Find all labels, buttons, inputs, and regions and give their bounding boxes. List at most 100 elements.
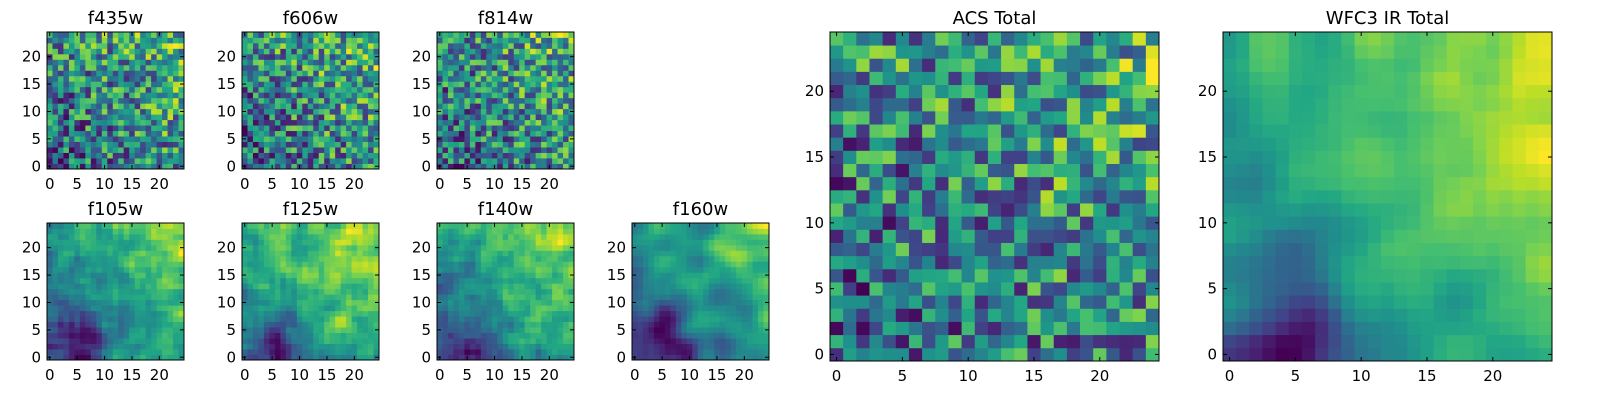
heatmap-cell (681, 244, 688, 251)
x-tick-label: 15 (122, 366, 141, 384)
heatmap-cell (546, 332, 553, 339)
heatmap-cell (519, 283, 526, 290)
heatmap-cell (1040, 255, 1055, 270)
heatmap-cell (1053, 229, 1068, 243)
heatmap-cell (307, 233, 314, 240)
heatmap-cell (1106, 334, 1120, 349)
heatmap-cell (346, 288, 352, 295)
heatmap-cell (68, 272, 75, 279)
heatmap-cell (513, 349, 520, 355)
heatmap-cell (340, 97, 347, 104)
heatmap-cell (85, 266, 92, 273)
y-tick-label: 0 (31, 157, 41, 175)
heatmap-cell (291, 70, 298, 77)
heatmap-cell (1053, 295, 1068, 309)
heatmap-cell (123, 244, 130, 251)
heatmap-cell (557, 136, 564, 142)
heatmap-cell (263, 59, 270, 66)
heatmap-cell (134, 244, 141, 251)
heatmap-cell (535, 343, 542, 350)
x-tick-label: 5 (267, 366, 277, 384)
heatmap-cell (659, 261, 666, 268)
heatmap-cell (442, 86, 449, 93)
heatmap-cell (357, 64, 363, 71)
heatmap-cell (252, 255, 259, 262)
heatmap-cell (52, 32, 59, 38)
heatmap-cell (96, 92, 103, 99)
heatmap-cell (63, 316, 70, 323)
heatmap-cell (546, 70, 553, 77)
heatmap-cell (692, 321, 699, 328)
heatmap-cell (475, 321, 482, 328)
heatmap-cell (118, 250, 125, 257)
heatmap-cell (642, 316, 649, 323)
heatmap-cell (1132, 242, 1147, 257)
heatmap-cell (274, 244, 281, 251)
heatmap-cell (747, 321, 753, 328)
heatmap-cell (552, 294, 558, 301)
heatmap-cell (167, 42, 174, 49)
heatmap-cell (151, 310, 157, 317)
heatmap-cell (129, 250, 136, 257)
heatmap-cell (502, 266, 509, 273)
heatmap-cell (464, 70, 471, 77)
heatmap-cell (752, 327, 759, 333)
heatmap-cell (346, 349, 352, 355)
heatmap-cell (129, 294, 136, 301)
heatmap-cell (491, 338, 498, 344)
heatmap-cell (546, 272, 553, 279)
heatmap-cell (373, 283, 380, 290)
heatmap-cell (162, 343, 168, 350)
heatmap-cell (307, 332, 314, 339)
heatmap-cell (475, 119, 482, 126)
heatmap-cell (368, 261, 374, 268)
heatmap-cell (557, 223, 564, 229)
heatmap-cell (129, 108, 136, 115)
heatmap-cell (357, 59, 363, 66)
heatmap-cell (123, 283, 130, 290)
heatmap-cell (637, 250, 644, 257)
heatmap-cell (151, 108, 157, 115)
heatmap-cell (935, 203, 949, 217)
heatmap-cell (96, 255, 103, 262)
heatmap-cell (453, 136, 460, 142)
heatmap-cell (681, 299, 688, 306)
heatmap-cell (368, 163, 374, 170)
heatmap-cell (90, 250, 97, 257)
heatmap-cell (1093, 295, 1107, 309)
heatmap-cell (502, 283, 509, 290)
heatmap-cell (922, 268, 936, 283)
heatmap-cell (513, 316, 520, 323)
heatmap-cell (151, 141, 157, 148)
heatmap-cell (173, 97, 179, 104)
heatmap-cell (123, 255, 130, 262)
heatmap-cell (247, 147, 254, 153)
heatmap-cell (296, 136, 303, 142)
heatmap-cell (335, 37, 342, 44)
heatmap-cell (162, 70, 168, 77)
heatmap-cell (90, 305, 97, 312)
heatmap-cell (464, 64, 471, 71)
heatmap-cell (162, 147, 168, 153)
heatmap-cell (274, 283, 281, 290)
heatmap-cell (145, 59, 152, 66)
heatmap-cell (948, 203, 962, 217)
heatmap-cell (480, 103, 487, 110)
heatmap-cell (447, 349, 454, 355)
heatmap-cell (340, 299, 347, 306)
heatmap-cell (373, 305, 380, 312)
heatmap-cell (247, 42, 254, 49)
heatmap-cell (302, 141, 309, 148)
heatmap-cell (351, 250, 358, 257)
heatmap-cell (535, 108, 542, 115)
heatmap-cell (151, 283, 157, 290)
heatmap-cell (563, 332, 569, 339)
heatmap-cell (508, 250, 515, 257)
heatmap-cell (167, 316, 174, 323)
heatmap-cell (74, 255, 81, 262)
heatmap-cell (313, 338, 320, 344)
heatmap-cell (703, 327, 710, 333)
heatmap-cell (508, 64, 515, 71)
heatmap-cell (85, 321, 92, 328)
heatmap-cell (167, 130, 174, 137)
